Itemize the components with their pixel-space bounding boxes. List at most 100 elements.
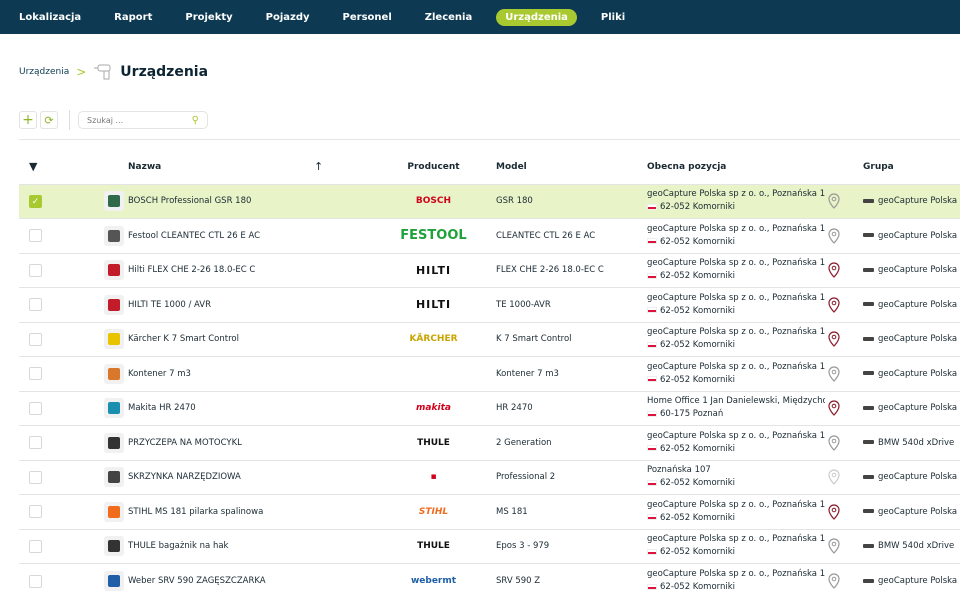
device-name[interactable]: Makita HR 2470 (128, 391, 371, 426)
table-row[interactable]: Kontener 7 m3 Kontener 7 m3 geoCapture P… (19, 357, 960, 392)
producer-logo: THULE (371, 529, 496, 564)
row-checkbox[interactable] (29, 436, 42, 449)
nav-item-projekty[interactable]: Projekty (176, 9, 241, 26)
row-checkbox[interactable] (29, 367, 42, 380)
producer-logo: HILTI (371, 288, 496, 323)
search-icon[interactable]: ⚲ (192, 115, 199, 126)
device-model: CLEANTEC CTL 26 E AC (496, 219, 647, 254)
row-checkbox[interactable] (29, 229, 42, 242)
device-thumbnail (104, 295, 124, 315)
device-name[interactable]: THULE bagażnik na hak (128, 529, 371, 564)
nav-item-urządzenia[interactable]: Urządzenia (496, 9, 577, 26)
device-thumbnail (104, 536, 124, 556)
toolbar: + ⟳ ⚲ (19, 110, 208, 130)
device-group: geoCapture Polska (863, 564, 960, 598)
map-pin-icon[interactable] (828, 426, 863, 461)
device-model: FLEX CHE 2-26 18.0-EC C (496, 253, 647, 288)
producer-logo: THULE (371, 426, 496, 461)
map-pin-icon[interactable] (828, 357, 863, 392)
poland-flag-icon (647, 480, 657, 486)
breadcrumb-parent-link[interactable]: Urządzenia (19, 67, 69, 77)
map-pin-icon[interactable] (828, 564, 863, 598)
map-pin-icon[interactable] (828, 391, 863, 426)
table-row[interactable]: Hilti FLEX CHE 2-26 18.0-EC C HILTI FLEX… (19, 253, 960, 288)
device-name[interactable]: HILTI TE 1000 / AVR (128, 288, 371, 323)
filter-icon[interactable]: ▼ (29, 160, 37, 173)
table-row[interactable]: Festool CLEANTEC CTL 26 E AC FESTOOL CLE… (19, 219, 960, 254)
device-group: geoCapture Polska (863, 460, 960, 495)
nav-item-raport[interactable]: Raport (105, 9, 161, 26)
column-header-group[interactable]: Grupa (863, 150, 960, 184)
table-row[interactable]: HILTI TE 1000 / AVR HILTI TE 1000-AVR ge… (19, 288, 960, 323)
nav-item-lokalizacja[interactable]: Lokalizacja (10, 9, 90, 26)
map-pin-icon[interactable] (828, 460, 863, 495)
truck-icon (863, 475, 874, 479)
row-checkbox[interactable] (29, 540, 42, 553)
table-row[interactable]: PRZYCZEPA NA MOTOCYKL THULE 2 Generation… (19, 426, 960, 461)
add-button[interactable]: + (19, 111, 37, 129)
device-name[interactable]: Weber SRV 590 ZAGĘSZCZARKA (128, 564, 371, 598)
device-name[interactable]: STIHL MS 181 pilarka spalinowa (128, 495, 371, 530)
device-model: GSR 180 (496, 184, 647, 219)
column-header-model[interactable]: Model (496, 150, 647, 184)
column-header-name[interactable]: Nazwa (128, 150, 314, 184)
truck-icon (863, 233, 874, 237)
row-checkbox[interactable] (29, 505, 42, 518)
nav-item-pojazdy[interactable]: Pojazdy (257, 9, 319, 26)
device-name[interactable]: Festool CLEANTEC CTL 26 E AC (128, 219, 371, 254)
row-checkbox[interactable] (29, 575, 42, 588)
producer-logo: ▪ (371, 460, 496, 495)
device-name[interactable]: SKRZYNKA NARZĘDZIOWA (128, 460, 371, 495)
search-field[interactable]: ⚲ (78, 111, 208, 129)
device-group: geoCapture Polska (863, 357, 960, 392)
device-name[interactable]: Kontener 7 m3 (128, 357, 371, 392)
map-pin-icon[interactable] (828, 184, 863, 219)
table-row[interactable]: ✓ BOSCH Professional GSR 180 BOSCH GSR 1… (19, 184, 960, 219)
truck-icon (863, 199, 874, 203)
device-model: Kontener 7 m3 (496, 357, 647, 392)
poland-flag-icon (647, 238, 657, 244)
row-checkbox[interactable] (29, 264, 42, 277)
map-pin-icon[interactable] (828, 529, 863, 564)
map-pin-icon[interactable] (828, 253, 863, 288)
device-name[interactable]: Hilti FLEX CHE 2-26 18.0-EC C (128, 253, 371, 288)
truck-icon (863, 371, 874, 375)
nav-item-zlecenia[interactable]: Zlecenia (416, 9, 481, 26)
device-thumbnail (104, 571, 124, 591)
map-pin-icon[interactable] (828, 288, 863, 323)
column-header-position[interactable]: Obecna pozycja (647, 150, 828, 184)
refresh-button[interactable]: ⟳ (40, 111, 58, 129)
row-checkbox[interactable] (29, 402, 42, 415)
device-name[interactable]: Kärcher K 7 Smart Control (128, 322, 371, 357)
table-row[interactable]: SKRZYNKA NARZĘDZIOWA ▪ Professional 2 Po… (19, 460, 960, 495)
table-row[interactable]: Makita HR 2470 makita HR 2470 Home Offic… (19, 391, 960, 426)
device-name[interactable]: PRZYCZEPA NA MOTOCYKL (128, 426, 371, 461)
truck-icon (863, 268, 874, 272)
device-name[interactable]: BOSCH Professional GSR 180 (128, 184, 371, 219)
table-row[interactable]: Kärcher K 7 Smart Control KÄRCHER K 7 Sm… (19, 322, 960, 357)
search-input[interactable] (87, 116, 177, 125)
device-group: geoCapture Polska (863, 322, 960, 357)
sort-ascending-icon[interactable]: ↑ (314, 160, 323, 173)
map-pin-icon[interactable] (828, 495, 863, 530)
divider (19, 139, 960, 140)
table-row[interactable]: THULE bagażnik na hak THULE Epos 3 - 979… (19, 529, 960, 564)
nav-item-personel[interactable]: Personel (334, 9, 401, 26)
poland-flag-icon (647, 514, 657, 520)
map-pin-icon[interactable] (828, 219, 863, 254)
row-checkbox[interactable] (29, 298, 42, 311)
truck-icon (863, 302, 874, 306)
table-row[interactable]: Weber SRV 590 ZAGĘSZCZARKA webermt SRV 5… (19, 564, 960, 598)
nav-item-pliki[interactable]: Pliki (592, 9, 634, 26)
refresh-icon: ⟳ (44, 114, 53, 127)
row-checkbox[interactable]: ✓ (29, 195, 42, 208)
column-header-producer[interactable]: Producent (371, 150, 496, 184)
top-navigation: Lokalizacja Raport Projekty Pojazdy Personel… (0, 0, 960, 34)
device-model: HR 2470 (496, 391, 647, 426)
row-checkbox[interactable] (29, 471, 42, 484)
current-position: geoCapture Polska sp z o. o., Poznańska … (647, 288, 828, 323)
divider (69, 110, 70, 130)
row-checkbox[interactable] (29, 333, 42, 346)
map-pin-icon[interactable] (828, 322, 863, 357)
table-row[interactable]: STIHL MS 181 pilarka spalinowa STIHL MS … (19, 495, 960, 530)
